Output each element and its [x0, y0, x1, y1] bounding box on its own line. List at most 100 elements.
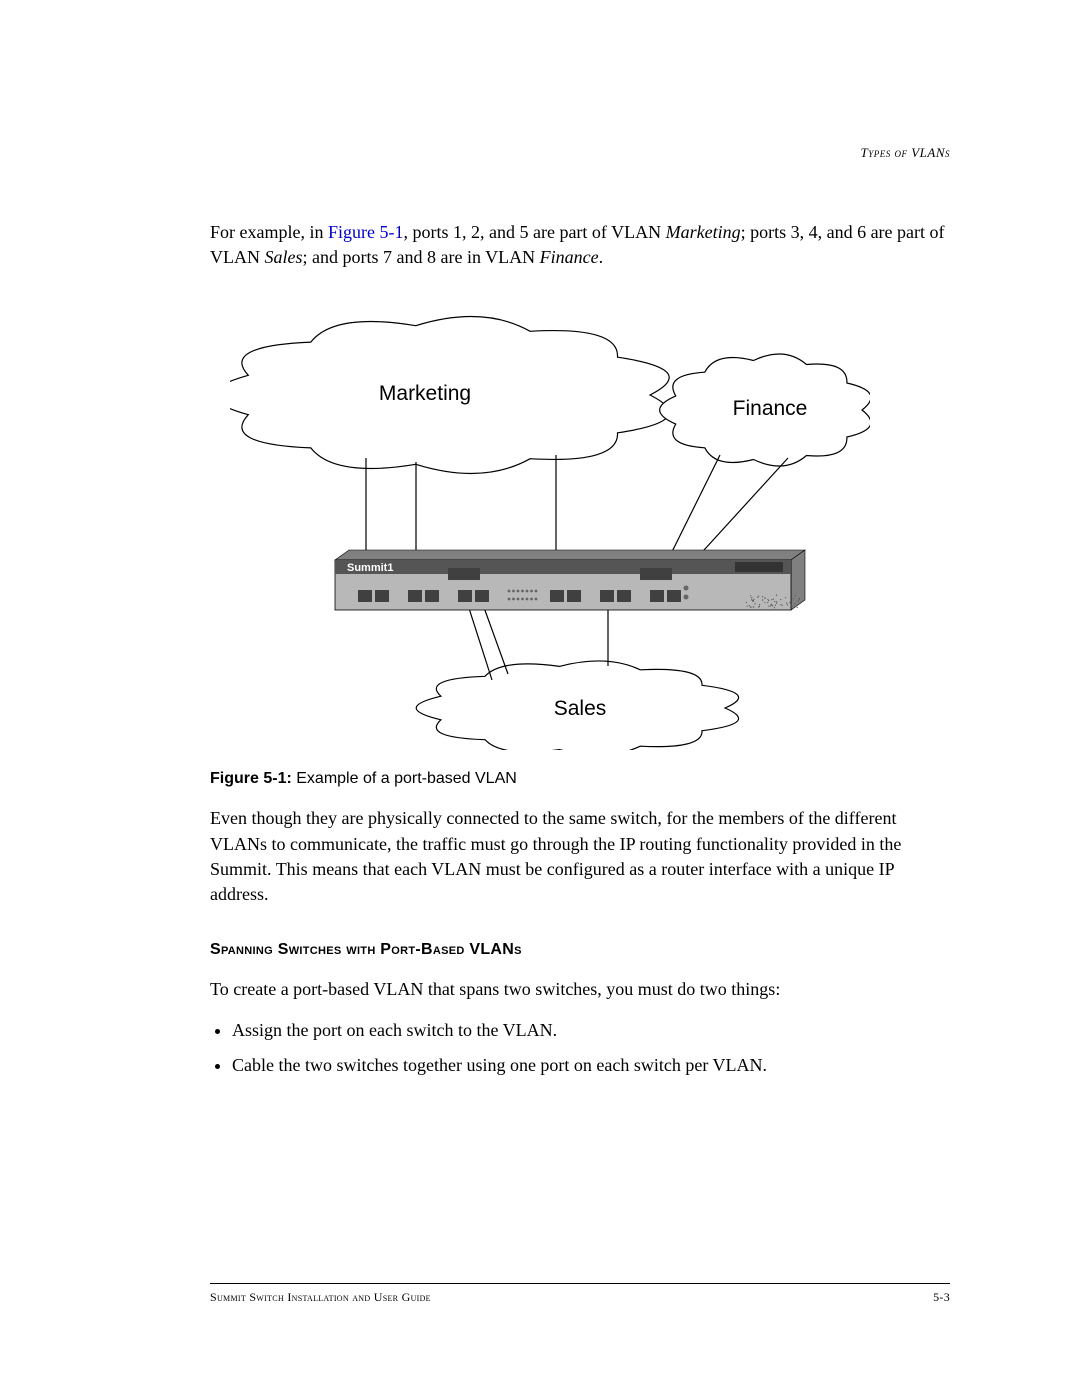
- switch-stripe: [335, 560, 791, 574]
- switch-vent: [517, 590, 520, 593]
- body-paragraph: To create a port-based VLAN that spans t…: [210, 977, 950, 1002]
- switch-texture: [772, 606, 773, 607]
- switch-texture: [774, 608, 775, 609]
- switch-led: [684, 595, 689, 600]
- figure-diagram: Summit1MarketingFinanceSales: [230, 300, 870, 750]
- switch-texture: [752, 601, 753, 602]
- switch-vent: [521, 598, 524, 601]
- switch-port: [408, 590, 422, 602]
- switch-texture: [785, 597, 786, 598]
- page-header-section: Types of VLANs: [860, 145, 950, 161]
- switch-uplink: [640, 568, 672, 580]
- switch-texture: [759, 606, 760, 607]
- switch-port: [358, 590, 372, 602]
- caption-label: Figure 5-1:: [210, 770, 292, 787]
- switch-texture: [795, 606, 796, 607]
- footer-left: Summit Switch Installation and User Guid…: [210, 1290, 431, 1305]
- switch-texture: [780, 599, 781, 600]
- switch-port: [425, 590, 439, 602]
- switch-texture: [787, 605, 788, 606]
- page-footer: Summit Switch Installation and User Guid…: [210, 1283, 950, 1305]
- caption-text: Example of a port-based VLAN: [292, 770, 517, 787]
- intro-paragraph: For example, in Figure 5-1, ports 1, 2, …: [210, 220, 950, 270]
- switch-vent: [526, 598, 529, 601]
- intro-text: .: [599, 247, 604, 267]
- switch-texture: [762, 600, 763, 601]
- switch-texture: [793, 599, 794, 600]
- vlan-name: Sales: [265, 247, 303, 267]
- list-item: Cable the two switches together using on…: [232, 1051, 950, 1080]
- vlan-name: Finance: [540, 247, 599, 267]
- switch-vent: [512, 598, 515, 601]
- cloud-label-finance: Finance: [733, 397, 808, 420]
- switch-texture: [750, 607, 751, 608]
- switch-vent: [530, 598, 533, 601]
- switch-texture: [751, 597, 752, 598]
- switch-texture: [767, 602, 768, 603]
- switch-texture: [764, 598, 765, 599]
- switch-texture: [797, 607, 798, 608]
- figure-link[interactable]: Figure 5-1: [328, 222, 404, 242]
- switch-texture: [753, 607, 754, 608]
- switch-texture: [791, 606, 792, 607]
- switch-port: [375, 590, 389, 602]
- switch-texture: [795, 604, 796, 605]
- footer-right: 5-3: [933, 1290, 950, 1305]
- switch-texture: [774, 601, 775, 602]
- switch-texture: [776, 602, 777, 603]
- switch-texture: [773, 599, 774, 600]
- body-paragraph: Even though they are physically connecte…: [210, 806, 950, 907]
- switch-port: [600, 590, 614, 602]
- switch-texture: [749, 605, 750, 606]
- switch-vent: [526, 590, 529, 593]
- switch-texture: [762, 596, 763, 597]
- switch-texture: [771, 599, 772, 600]
- list-item: Assign the port on each switch to the VL…: [232, 1016, 950, 1045]
- switch-vent: [535, 598, 538, 601]
- switch-port: [475, 590, 489, 602]
- switch-vent: [508, 590, 511, 593]
- switch-texture: [776, 603, 777, 604]
- switch-texture: [782, 605, 783, 606]
- switch-port: [617, 590, 631, 602]
- connection-line: [467, 602, 492, 680]
- switch-vent: [521, 590, 524, 593]
- switch-port: [650, 590, 664, 602]
- switch-texture: [795, 596, 796, 597]
- cloud-label-marketing: Marketing: [379, 382, 471, 405]
- switch-port: [667, 590, 681, 602]
- switch-texture: [790, 607, 791, 608]
- intro-text: For example, in: [210, 222, 328, 242]
- switch-texture: [780, 604, 781, 605]
- switch-texture: [786, 603, 787, 604]
- switch-texture: [746, 602, 747, 603]
- switch-led: [684, 586, 689, 591]
- switch-top: [335, 550, 805, 560]
- switch-vent: [530, 590, 533, 593]
- switch-logo: [735, 562, 783, 572]
- switch-texture: [751, 599, 752, 600]
- switch-texture: [753, 599, 754, 600]
- switch-port: [458, 590, 472, 602]
- switch-texture: [750, 596, 751, 597]
- switch-texture: [770, 606, 771, 607]
- switch-texture: [776, 595, 777, 596]
- switch-texture: [768, 600, 769, 601]
- switch-texture: [757, 597, 758, 598]
- switch-texture: [770, 604, 771, 605]
- bullet-list: Assign the port on each switch to the VL…: [210, 1016, 950, 1080]
- switch-vent: [517, 598, 520, 601]
- switch-label: Summit1: [347, 562, 393, 574]
- section-subhead: Spanning Switches with Port-Based VLANs: [210, 941, 950, 959]
- switch-vent: [508, 598, 511, 601]
- switch-port: [550, 590, 564, 602]
- switch-port: [567, 590, 581, 602]
- switch-texture: [754, 604, 755, 605]
- switch-vent: [535, 590, 538, 593]
- switch-texture: [768, 606, 769, 607]
- intro-text: , ports 1, 2, and 5 are part of VLAN: [403, 222, 665, 242]
- switch-texture: [767, 599, 768, 600]
- connection-line: [482, 602, 508, 674]
- switch-uplink: [448, 568, 480, 580]
- figure-caption: Figure 5-1: Example of a port-based VLAN: [210, 770, 950, 788]
